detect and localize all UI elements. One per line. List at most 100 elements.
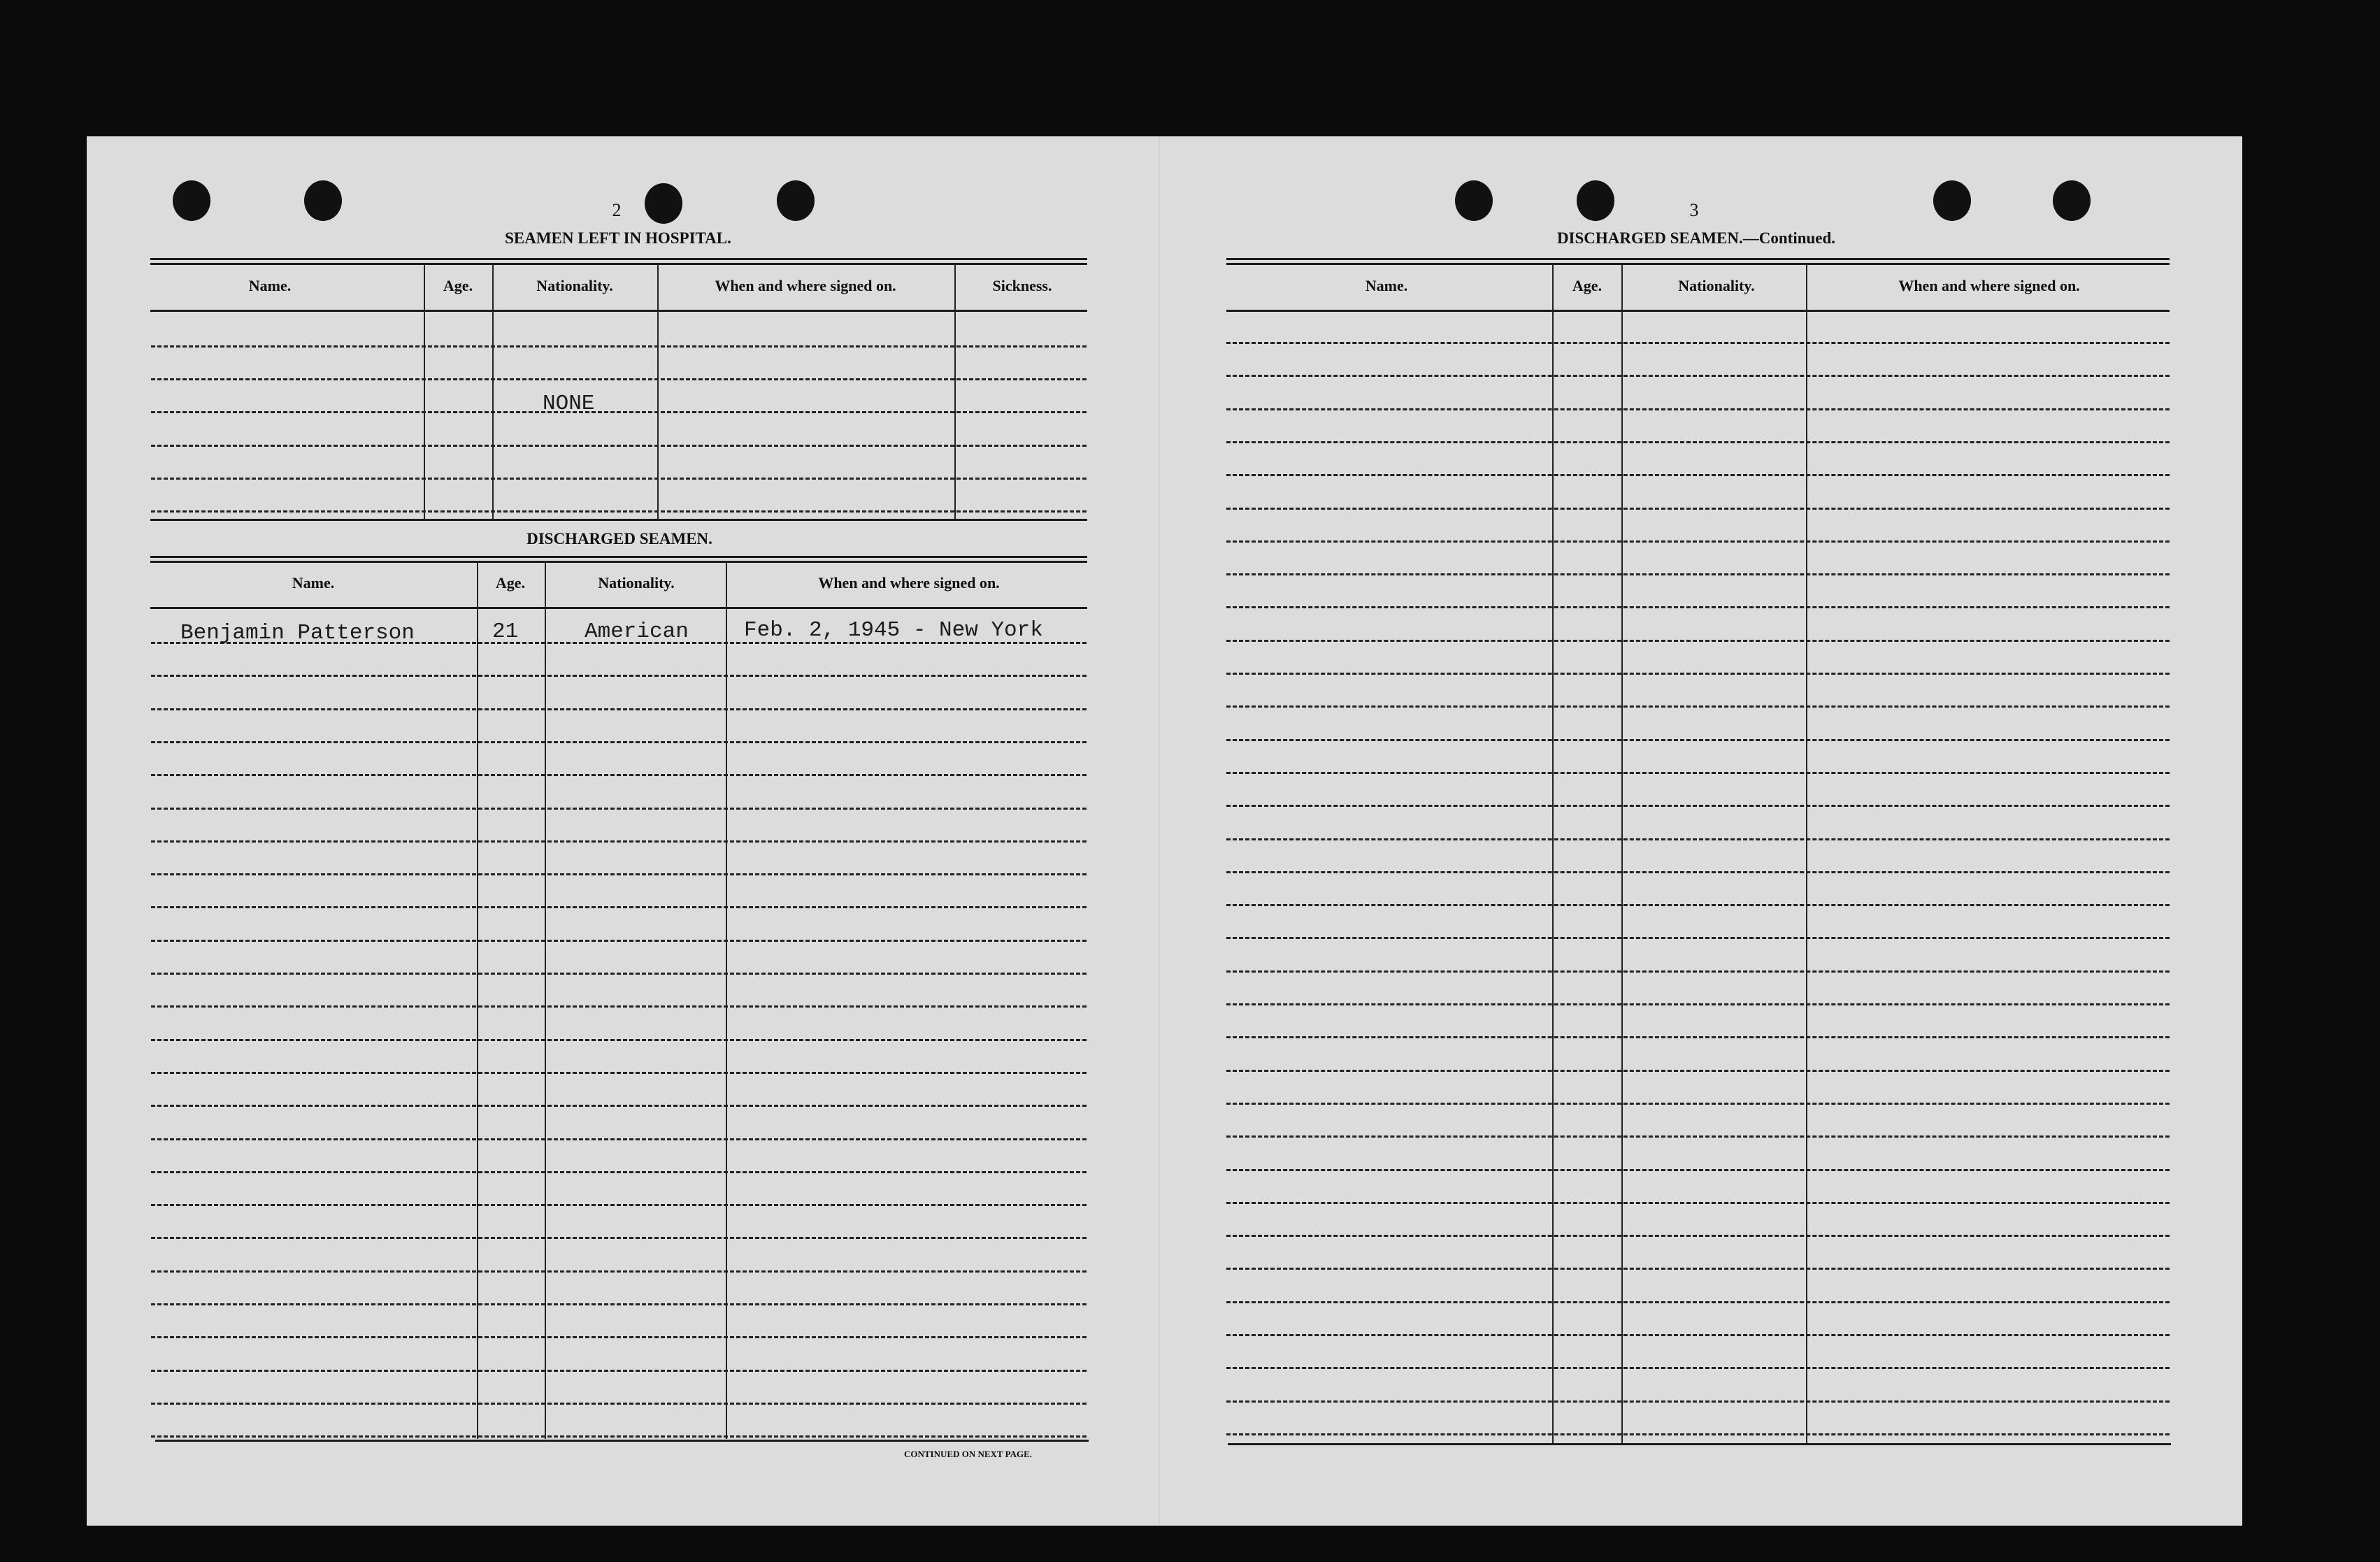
binder-hole — [777, 180, 815, 221]
dotted-rule — [1226, 705, 2170, 708]
hospital-col-nationality: Nationality. — [536, 277, 613, 294]
page-number-left: 2 — [612, 200, 622, 220]
dotted-rule — [151, 1402, 1087, 1405]
column-divider — [545, 562, 546, 1439]
dotted-rule — [151, 1435, 1087, 1438]
hospital-top-rule-2 — [150, 263, 1087, 265]
dotted-rule — [1226, 937, 2170, 940]
seaman-age: 21 — [492, 619, 519, 644]
dotted-rule — [151, 478, 1087, 480]
binder-hole — [1577, 180, 1614, 221]
hospital-col-signed-on: When and where signed on. — [715, 277, 896, 294]
seaman-nationality: American — [585, 619, 689, 644]
binder-hole — [1455, 180, 1493, 221]
dotted-rule — [151, 411, 1087, 413]
dotted-rule — [1226, 1235, 2170, 1238]
discharged-col-signed-on: When and where signed on. — [818, 574, 1000, 592]
discharged-continued-title: DISCHARGED SEAMEN.—Continued. — [1556, 229, 1836, 247]
hospital-top-rule — [150, 258, 1087, 260]
column-divider — [1621, 264, 1623, 1443]
discharged-top-rule — [150, 556, 1087, 558]
dotted-rule — [151, 708, 1087, 710]
dotted-rule — [1226, 904, 2170, 907]
dotted-rule — [1226, 870, 2170, 873]
dotted-rule — [151, 973, 1087, 975]
dotted-rule — [1226, 573, 2170, 576]
dotted-rule — [151, 642, 1087, 644]
column-divider — [1552, 264, 1554, 1443]
dotted-rule — [1226, 1301, 2170, 1303]
dotted-rule — [1226, 1003, 2170, 1005]
dotted-rule — [1226, 1102, 2170, 1105]
dotted-rule — [151, 873, 1087, 876]
dotted-rule — [1226, 970, 2170, 973]
seaman-name: Benjamin Patterson — [180, 621, 415, 645]
dotted-rule — [1226, 1201, 2170, 1204]
dotted-rule — [151, 807, 1087, 810]
hospital-bottom-rule — [150, 519, 1087, 521]
dotted-rule — [151, 1071, 1087, 1074]
discharged-col-age: Age. — [495, 574, 526, 592]
discharged-section-title: DISCHARGED SEAMEN. — [526, 530, 712, 547]
dotted-rule — [1226, 408, 2170, 410]
dotted-rule — [1226, 540, 2170, 543]
dotted-rule — [1226, 1367, 2170, 1370]
dotted-rule — [151, 510, 1087, 513]
dotted-rule — [1226, 1400, 2170, 1403]
column-divider — [1806, 264, 1807, 1443]
dotted-rule — [151, 906, 1087, 909]
dotted-rule — [1226, 606, 2170, 609]
binder-hole — [304, 180, 342, 221]
right-col-age: Age. — [1572, 277, 1603, 294]
right-bottom-rule — [1228, 1443, 2171, 1445]
document-sheet — [87, 136, 2242, 1526]
binder-hole — [2053, 180, 2091, 221]
dotted-rule — [1226, 1135, 2170, 1138]
column-divider — [477, 562, 478, 1439]
dotted-rule — [1226, 805, 2170, 808]
dotted-rule — [1226, 1334, 2170, 1336]
right-header-rule — [1226, 310, 2170, 312]
dotted-rule — [1226, 1036, 2170, 1039]
dotted-rule — [151, 1005, 1087, 1008]
discharged-bottom-rule — [155, 1440, 1089, 1442]
dotted-rule — [151, 675, 1087, 678]
dotted-rule — [151, 840, 1087, 843]
dotted-rule — [1226, 639, 2170, 642]
hospital-col-name: Name. — [248, 277, 292, 294]
dotted-rule — [151, 1237, 1087, 1240]
dotted-rule — [1226, 375, 2170, 378]
discharged-header-rule — [150, 607, 1087, 609]
dotted-rule — [1226, 440, 2170, 443]
page-number-right: 3 — [1689, 200, 1699, 220]
hospital-col-age: Age. — [443, 277, 473, 294]
dotted-rule — [1226, 507, 2170, 510]
discharged-top-rule-2 — [150, 561, 1087, 563]
page-fold — [1159, 136, 1160, 1526]
dotted-rule — [151, 445, 1087, 447]
dotted-rule — [151, 740, 1087, 743]
dotted-rule — [1226, 342, 2170, 344]
dotted-rule — [151, 774, 1087, 777]
dotted-rule — [151, 1138, 1087, 1140]
dotted-rule — [151, 1270, 1087, 1273]
right-col-signed-on: When and where signed on. — [1898, 277, 2080, 294]
hospital-col-sickness: Sickness. — [992, 277, 1052, 294]
dotted-rule — [151, 378, 1087, 380]
hospital-header-rule — [150, 310, 1087, 312]
column-divider — [726, 562, 727, 1439]
seaman-signed-on: Feb. 2, 1945 - New York — [744, 618, 1043, 643]
dotted-rule — [1226, 1069, 2170, 1072]
right-top-rule-2 — [1226, 263, 2170, 265]
dotted-rule — [1226, 474, 2170, 477]
dotted-rule — [1226, 738, 2170, 741]
dotted-rule — [151, 1038, 1087, 1041]
dotted-rule — [151, 1303, 1087, 1305]
dotted-rule — [151, 1105, 1087, 1108]
dotted-rule — [151, 1170, 1087, 1173]
column-divider — [424, 264, 425, 520]
dotted-rule — [151, 1369, 1087, 1372]
dotted-rule — [1226, 838, 2170, 840]
right-top-rule — [1226, 258, 2170, 260]
dotted-rule — [151, 345, 1087, 347]
